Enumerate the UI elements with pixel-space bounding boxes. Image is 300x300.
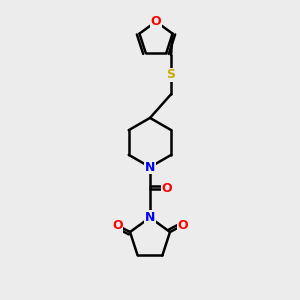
Text: S: S xyxy=(167,68,176,81)
Text: O: O xyxy=(161,182,172,195)
Text: O: O xyxy=(177,219,188,232)
Text: O: O xyxy=(151,15,161,28)
Text: N: N xyxy=(145,160,155,174)
Text: N: N xyxy=(145,211,155,224)
Text: O: O xyxy=(112,219,123,232)
